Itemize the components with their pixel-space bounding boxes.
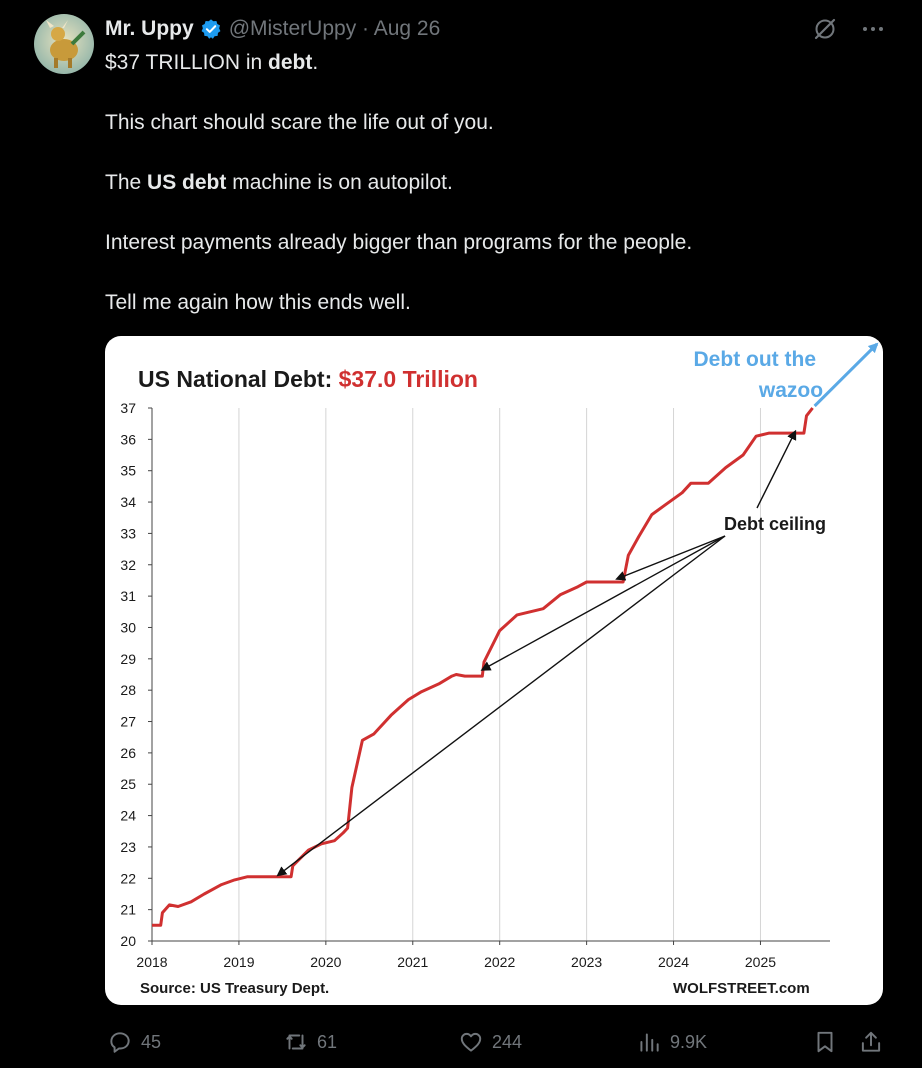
reply-count: 45 bbox=[141, 1031, 162, 1052]
debt-series-line bbox=[152, 407, 814, 927]
tweet-top-icons bbox=[812, 16, 886, 42]
verified-badge-icon bbox=[201, 19, 221, 39]
tweet-line-1: $37 TRILLION in debt. bbox=[105, 51, 319, 74]
chart-title: US National Debt: $37.0 Trillion bbox=[138, 366, 478, 392]
y-tick-label: 35 bbox=[120, 463, 136, 479]
tweet-header: Mr. Uppy @MisterUppy · Aug 26 bbox=[105, 16, 440, 42]
repost-button[interactable]: 61 bbox=[283, 1022, 337, 1062]
share-icon bbox=[861, 1031, 881, 1052]
x-axis: 2018 2019 2020 2021 2022 2023 2024 2025 bbox=[136, 941, 776, 970]
chart-annotations bbox=[276, 342, 879, 877]
tweet-line-4: Interest payments already bigger than pr… bbox=[105, 231, 693, 254]
wazoo-arrow bbox=[813, 342, 879, 408]
y-tick-label: 22 bbox=[120, 870, 136, 886]
views-button[interactable]: 9.9K bbox=[636, 1022, 707, 1062]
debt-ceiling-arrow bbox=[480, 535, 726, 671]
debt-chart: US National Debt: $37.0 Trillion Debt ou… bbox=[120, 342, 879, 997]
y-tick-label: 31 bbox=[120, 588, 136, 604]
x-tick-label: 2022 bbox=[484, 954, 515, 970]
like-button[interactable]: 244 bbox=[458, 1022, 522, 1062]
tweet-line-2: This chart should scare the life out of … bbox=[105, 111, 494, 134]
avatar[interactable] bbox=[34, 14, 94, 74]
chart-grid bbox=[151, 408, 830, 942]
reply-icon bbox=[110, 1032, 130, 1053]
author-name[interactable]: Mr. Uppy bbox=[105, 17, 194, 40]
debt-ceiling-arrow bbox=[756, 429, 797, 509]
bookmark-icon bbox=[817, 1031, 833, 1053]
annotation-debt-ceiling: Debt ceiling bbox=[724, 514, 826, 534]
x-tick-label: 2018 bbox=[136, 954, 167, 970]
y-tick-label: 30 bbox=[120, 619, 136, 635]
chart-series bbox=[152, 407, 814, 927]
debt-ceiling-arrow bbox=[276, 535, 726, 877]
x-tick-label: 2020 bbox=[310, 954, 341, 970]
y-axis: 20 21 22 23 24 25 26 27 28 29 30 31 32 33 34 35 36 37 bbox=[120, 400, 152, 949]
y-tick-label: 20 bbox=[120, 933, 136, 949]
tweet-line-3: The US debt machine is on autopilot. bbox=[105, 171, 453, 194]
repost-count: 61 bbox=[317, 1031, 338, 1052]
y-tick-label: 26 bbox=[120, 745, 136, 761]
y-tick-label: 24 bbox=[120, 808, 136, 824]
views-count: 9.9K bbox=[670, 1031, 708, 1052]
y-tick-label: 36 bbox=[120, 431, 136, 447]
debt-ceiling-arrow bbox=[615, 535, 726, 581]
x-tick-label: 2021 bbox=[397, 954, 428, 970]
like-count: 244 bbox=[492, 1031, 523, 1052]
like-icon bbox=[460, 1032, 482, 1052]
y-tick-label: 21 bbox=[120, 902, 136, 918]
views-icon bbox=[640, 1033, 659, 1052]
grok-icon[interactable] bbox=[812, 16, 838, 42]
x-tick-label: 2025 bbox=[745, 954, 776, 970]
chart-source: Source: US Treasury Dept. bbox=[140, 980, 329, 997]
more-icon[interactable] bbox=[860, 16, 886, 42]
x-tick-label: 2023 bbox=[571, 954, 602, 970]
x-tick-label: 2019 bbox=[223, 954, 254, 970]
tweet-action-bar: 45 61 244 9.9K bbox=[0, 1022, 922, 1062]
handle-and-date[interactable]: @MisterUppy · Aug 26 bbox=[228, 17, 441, 40]
chart-image-card[interactable]: US National Debt: $37.0 Trillion Debt ou… bbox=[105, 336, 883, 1005]
x-tick-label: 2024 bbox=[658, 954, 689, 970]
y-tick-label: 33 bbox=[120, 525, 136, 541]
annotation-wazoo-line1: Debt out the bbox=[694, 348, 816, 371]
tweet-line-5: Tell me again how this ends well. bbox=[105, 291, 411, 314]
y-tick-label: 25 bbox=[120, 776, 136, 792]
y-tick-label: 28 bbox=[120, 682, 136, 698]
chart-credit: WOLFSTREET.com bbox=[673, 980, 810, 997]
y-tick-label: 37 bbox=[120, 400, 136, 416]
tweet-text: $37 TRILLION in debt. This chart should … bbox=[105, 48, 885, 348]
y-tick-label: 32 bbox=[120, 557, 136, 573]
repost-icon bbox=[286, 1034, 306, 1050]
y-tick-label: 27 bbox=[120, 714, 136, 730]
share-button[interactable] bbox=[858, 1022, 884, 1062]
avatar-image bbox=[34, 14, 94, 74]
reply-button[interactable]: 45 bbox=[107, 1022, 161, 1062]
bookmark-button[interactable] bbox=[812, 1022, 838, 1062]
y-tick-label: 29 bbox=[120, 651, 136, 667]
y-tick-label: 34 bbox=[120, 494, 136, 510]
annotation-wazoo-line2: wazoo bbox=[758, 379, 823, 402]
y-tick-label: 23 bbox=[120, 839, 136, 855]
